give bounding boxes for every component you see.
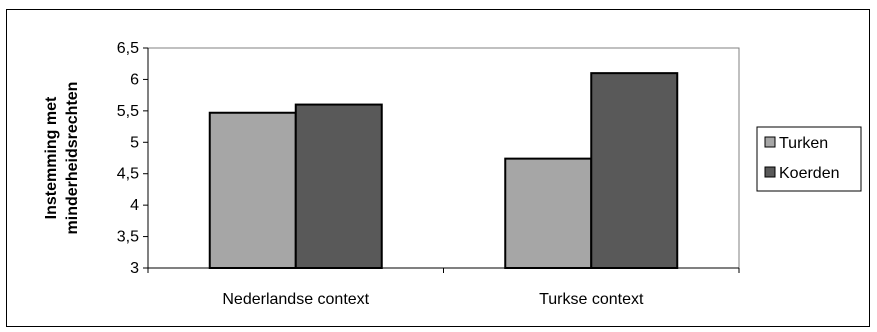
bars xyxy=(208,72,679,270)
legend-label-koerden: Koerden xyxy=(779,165,840,182)
x-ticks xyxy=(147,268,740,273)
y-axis-title-line-2: minderheidsrechten xyxy=(64,82,81,235)
y-tick-label: 6,5 xyxy=(117,40,139,57)
y-tick-label: 4,5 xyxy=(117,166,139,183)
y-tick-label: 3 xyxy=(130,260,139,277)
y-axis-title-line-1: Instemming met xyxy=(43,96,60,219)
x-category-label: Nederlandse context xyxy=(222,291,369,308)
x-labels: Nederlandse context Turkse context xyxy=(222,291,644,308)
y-tick-label: 3,5 xyxy=(117,229,139,246)
y-tick-label: 5 xyxy=(130,134,139,151)
y-tick-label: 6 xyxy=(130,71,139,88)
x-category-label: Turkse context xyxy=(539,291,644,308)
y-tick-label: 4 xyxy=(130,197,139,214)
legend-swatch-koerden xyxy=(764,166,776,178)
legend-label-turken: Turken xyxy=(779,135,828,152)
legend-swatch-turken xyxy=(764,136,776,148)
chart-frame xyxy=(6,9,870,327)
y-ticks: 6,5 6 5,5 5 4,5 4 3,5 3 xyxy=(117,40,148,277)
bar-turken xyxy=(208,111,297,269)
bar-koerden xyxy=(590,72,679,270)
y-tick-label: 5,5 xyxy=(117,103,139,120)
legend: Turken Koerden xyxy=(756,126,862,192)
bar-turken xyxy=(504,157,593,269)
bar-koerden xyxy=(294,103,383,269)
